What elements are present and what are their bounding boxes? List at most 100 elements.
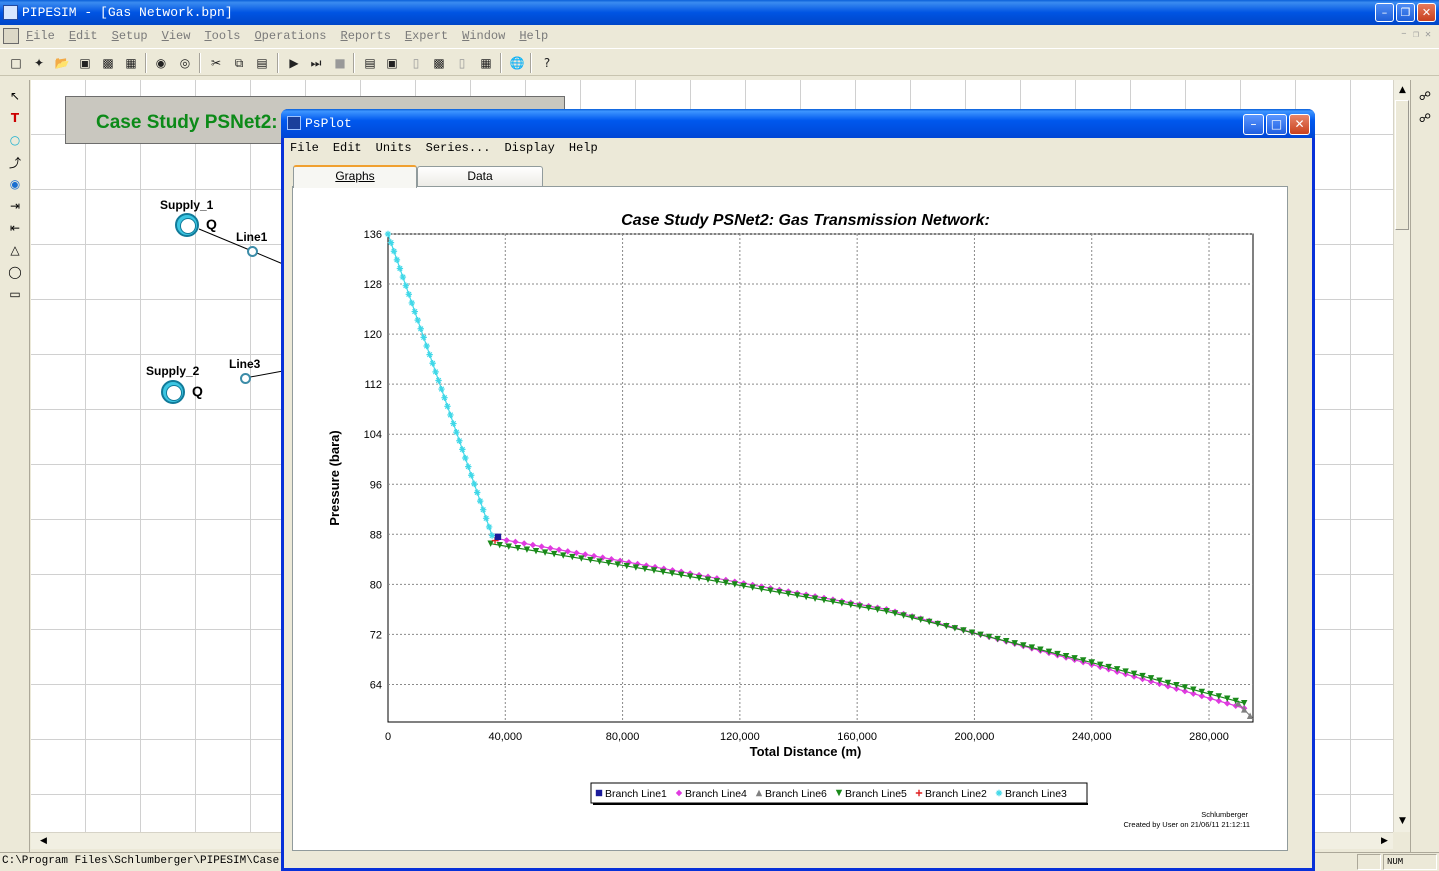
- new-file-icon[interactable]: □: [10, 56, 22, 70]
- data-point-branch-line5: [794, 592, 801, 599]
- psplot-menu-display[interactable]: Display: [504, 141, 555, 155]
- data-point-branch-line3: [384, 230, 392, 238]
- psplot-minimize-button[interactable]: –: [1243, 114, 1264, 135]
- table-icon[interactable]: ▦: [480, 56, 492, 70]
- find-icon[interactable]: ◉: [155, 56, 167, 70]
- data-point-branch-line5: [977, 631, 984, 638]
- y-tick-label: 96: [370, 479, 382, 491]
- stop-icon[interactable]: ■: [334, 56, 346, 70]
- menu-reports[interactable]: Reports: [340, 29, 391, 43]
- footer-created: Created by User on 21/06/11 21:12:11: [1124, 820, 1250, 829]
- menu-window[interactable]: Window: [462, 29, 506, 43]
- tab-data[interactable]: Data: [417, 166, 543, 187]
- save-icon[interactable]: ▣: [79, 56, 91, 70]
- wand-icon[interactable]: ✦: [33, 56, 45, 70]
- equipment-tool-icon[interactable]: ◯: [8, 265, 22, 279]
- menu-tools[interactable]: Tools: [204, 29, 241, 43]
- menu-help[interactable]: Help: [519, 29, 549, 43]
- y-tick-label: 72: [370, 629, 382, 641]
- data-point-branch-line5: [1241, 700, 1248, 707]
- line3-pipe-node[interactable]: [240, 373, 251, 384]
- report-icon[interactable]: ▤: [364, 56, 376, 70]
- folder-tool-icon[interactable]: ▭: [9, 287, 21, 301]
- profile-plot-icon[interactable]: ▩: [433, 56, 445, 70]
- psplot-menu-units[interactable]: Units: [375, 141, 412, 155]
- menu-file[interactable]: File: [26, 29, 55, 43]
- data-point-branch-line5: [1130, 670, 1138, 678]
- restore-button[interactable]: ❐: [1396, 3, 1415, 22]
- data-point-branch-line3: [411, 308, 418, 315]
- paste-icon[interactable]: ▤: [256, 56, 268, 70]
- pressure-profile-chart[interactable]: Case Study PSNet2: Gas Transmission Netw…: [293, 187, 1289, 852]
- psplot-menu-edit[interactable]: Edit: [332, 141, 362, 155]
- system-plot-icon[interactable]: ▯: [458, 56, 466, 70]
- scroll-left-icon[interactable]: ◀: [40, 836, 47, 846]
- sink-tool-icon[interactable]: ⇤: [9, 221, 21, 235]
- canvas-vertical-scrollbar[interactable]: ▲ ▼: [1393, 80, 1410, 832]
- graph-icon[interactable]: ▯: [412, 56, 420, 70]
- source-tool-icon[interactable]: ○: [9, 133, 21, 147]
- select-arrow-icon[interactable]: ↖: [9, 89, 21, 103]
- copy-icon[interactable]: ⧉: [234, 55, 244, 70]
- app-title: PIPESIM - [Gas Network.bpn]: [22, 5, 233, 20]
- psplot-menu-series[interactable]: Series...: [425, 141, 491, 155]
- data-point-branch-line5: [1020, 642, 1027, 649]
- scroll-down-icon[interactable]: ▼: [1399, 816, 1406, 826]
- object-palette: ↖ T ○ ⤴ ◉ ⇥ ⇤ △ ◯ ▭: [0, 80, 30, 852]
- help-icon[interactable]: ?: [543, 56, 551, 70]
- menu-view[interactable]: View: [161, 29, 191, 43]
- menu-expert[interactable]: Expert: [404, 29, 449, 43]
- save-all-icon[interactable]: ▦: [125, 56, 137, 70]
- data-point-branch-line5: [785, 590, 792, 598]
- data-point-branch-line3: [390, 248, 398, 255]
- menu-operations[interactable]: Operations: [254, 29, 327, 43]
- data-point-branch-line3: [399, 273, 407, 281]
- zoom-icon[interactable]: ◎: [179, 56, 191, 70]
- cut-icon[interactable]: ✂: [210, 56, 222, 70]
- data-point-branch-line3: [396, 265, 404, 272]
- text-tool-icon[interactable]: T: [10, 111, 20, 125]
- data-point-branch-line5: [820, 597, 828, 604]
- line1-pipe-node[interactable]: [247, 246, 258, 257]
- run-icon[interactable]: ▶: [289, 56, 299, 70]
- open-folder-icon[interactable]: 📂: [54, 56, 70, 70]
- psplot-titlebar[interactable]: PsPlot – □ ✕: [281, 109, 1315, 138]
- mdi-close-icon[interactable]: ✕: [1424, 30, 1431, 41]
- save-as-icon[interactable]: ▩: [102, 56, 114, 70]
- summary-icon[interactable]: ▣: [386, 56, 398, 70]
- data-point-branch-line5: [1054, 650, 1061, 658]
- psplot-menu-help[interactable]: Help: [568, 141, 598, 155]
- data-point-branch-line5: [1105, 663, 1112, 671]
- tab-graphs[interactable]: Graphs: [293, 165, 417, 188]
- close-button[interactable]: ✕: [1417, 3, 1436, 22]
- branch-view-icon[interactable]: ☍: [1418, 111, 1432, 125]
- psplot-close-button[interactable]: ✕: [1289, 114, 1310, 135]
- data-point-branch-line6: [1235, 700, 1242, 707]
- scroll-up-icon[interactable]: ▲: [1399, 85, 1406, 95]
- vertical-scroll-thumb[interactable]: [1395, 100, 1409, 230]
- psplot-menu-file[interactable]: File: [290, 141, 319, 155]
- junction-tool-icon[interactable]: ◉: [9, 177, 21, 191]
- supply-1-node[interactable]: [175, 213, 199, 237]
- mdi-restore-icon[interactable]: ❐: [1412, 30, 1419, 41]
- minimize-button[interactable]: –: [1375, 3, 1394, 22]
- data-point-branch-line5: [1164, 679, 1172, 687]
- document-icon[interactable]: [3, 28, 19, 44]
- data-point-branch-line5: [632, 564, 640, 571]
- well-tool-icon[interactable]: △: [10, 243, 20, 257]
- data-point-branch-line1: [494, 533, 502, 541]
- run-all-icon[interactable]: ⏭: [310, 55, 322, 70]
- data-point-branch-line5: [838, 600, 846, 607]
- injection-tool-icon[interactable]: ⇥: [9, 199, 21, 213]
- legend-marker-branch-line3: [995, 789, 1003, 797]
- data-point-branch-line5: [985, 633, 993, 641]
- scroll-right-icon[interactable]: ▶: [1381, 836, 1388, 846]
- psplot-maximize-button[interactable]: □: [1266, 114, 1287, 135]
- globe-icon[interactable]: 🌐: [509, 56, 525, 70]
- menu-setup[interactable]: Setup: [111, 29, 148, 43]
- supply-2-node[interactable]: [161, 380, 185, 404]
- menu-edit[interactable]: Edit: [68, 29, 98, 43]
- connector-tool-icon[interactable]: ⤴: [8, 155, 21, 170]
- network-view-icon[interactable]: ☍: [1418, 89, 1432, 103]
- mdi-minimize-icon[interactable]: –: [1400, 29, 1407, 40]
